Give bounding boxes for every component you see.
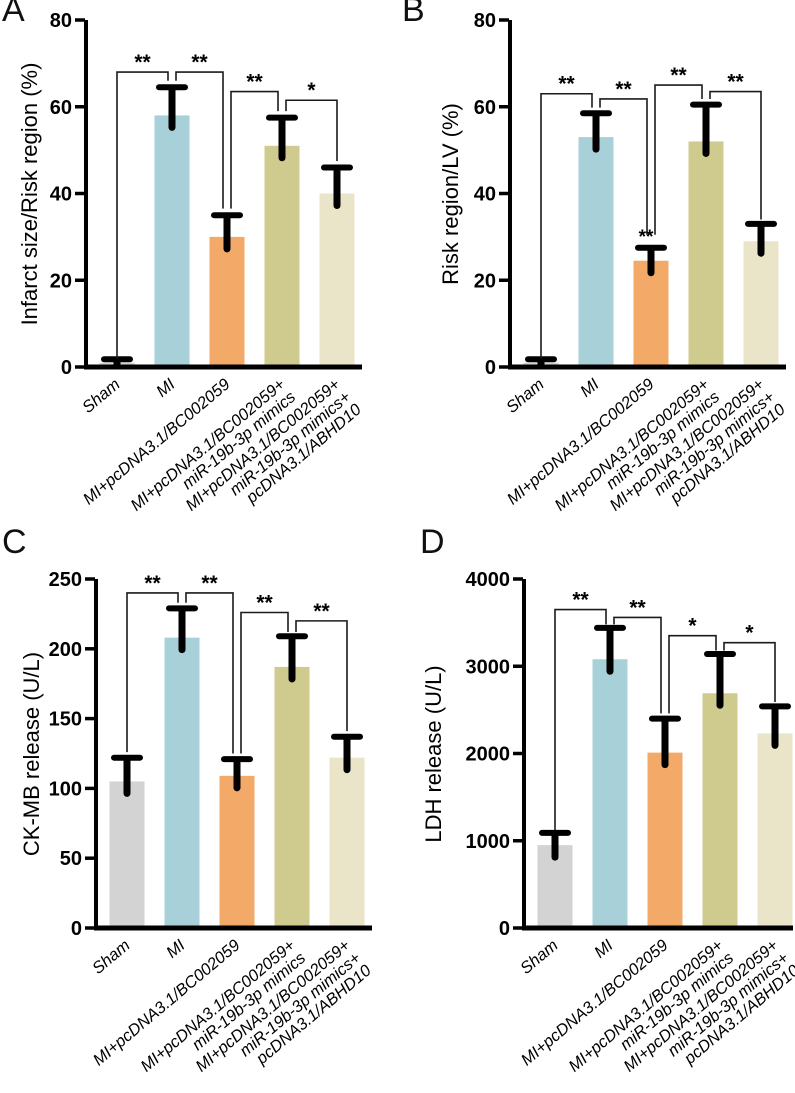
significance-bracket-3 xyxy=(295,620,348,732)
bar-1 xyxy=(154,115,190,367)
significance-bracket-1 xyxy=(599,98,648,235)
x-category-label-0: Sham xyxy=(79,375,124,416)
bar-4 xyxy=(329,757,365,928)
significance-bracket-1 xyxy=(613,616,662,714)
significance-label-0: ** xyxy=(144,572,161,595)
x-category-label-0: Sham xyxy=(503,375,548,416)
bar-2 xyxy=(209,236,245,367)
y-tick-label: 200 xyxy=(49,639,82,661)
bar-4 xyxy=(757,733,793,928)
panel-c-label: C xyxy=(2,523,27,561)
bar-1 xyxy=(592,659,628,928)
significance-bracket-0 xyxy=(540,92,593,359)
significance-label-2: * xyxy=(688,615,697,638)
significance-label-3: ** xyxy=(313,600,330,623)
y-tick-label: 80 xyxy=(50,10,72,32)
x-category-label-0: Sham xyxy=(89,936,134,977)
significance-label-1: ** xyxy=(191,51,208,74)
y-tick-label: 40 xyxy=(50,184,72,206)
panel-a: A Infarct size/Risk region (%) 0 20 40 60 80… xyxy=(0,0,397,532)
y-tick-label: 40 xyxy=(474,184,496,206)
significance-bracket-3 xyxy=(723,641,776,703)
bar-4 xyxy=(743,241,779,367)
x-category-label-1: MI xyxy=(153,375,179,401)
x-category-label-0: Sham xyxy=(517,936,562,977)
panel-a-label: A xyxy=(2,0,25,29)
significance-label-0: ** xyxy=(134,51,151,74)
significance-label-3: * xyxy=(745,622,754,645)
x-category-label-1: MI xyxy=(591,936,617,962)
bar-1 xyxy=(164,637,200,928)
y-tick-label: 20 xyxy=(474,270,496,292)
panel-b-label: B xyxy=(402,0,425,29)
y-tick-label: 4000 xyxy=(466,569,511,591)
significance-label-0: ** xyxy=(572,589,589,612)
y-tick-label: 0 xyxy=(71,918,82,940)
significance-bracket-2 xyxy=(654,84,703,235)
panel-d: D LDH release (U/L) 0 1000 2000 3000 4000 Sha… xyxy=(398,523,795,1093)
significance-bracket-0 xyxy=(126,592,179,753)
significance-label-0: ** xyxy=(558,73,575,96)
significance-bracket-1 xyxy=(185,592,234,754)
panel-b: B Risk region/LV (%) 0 20 40 60 80 Sham MI MI+p… xyxy=(398,0,795,532)
bar-3 xyxy=(702,693,738,928)
y-tick-label: 50 xyxy=(60,848,82,870)
y-tick-label: 0 xyxy=(485,357,496,379)
y-tick-label: 100 xyxy=(49,778,82,800)
significance-bracket-1 xyxy=(175,71,224,209)
y-tick-label: 3000 xyxy=(466,656,511,678)
y-tick-label: 1000 xyxy=(466,831,511,853)
bar-2 xyxy=(647,752,683,928)
bar-1 xyxy=(578,137,614,367)
y-tick-label: 0 xyxy=(61,357,72,379)
bar-2 xyxy=(219,775,255,928)
significance-bracket-2 xyxy=(240,611,289,754)
y-tick-label: 80 xyxy=(474,10,496,32)
bar-3 xyxy=(274,666,310,928)
y-tick-label: 250 xyxy=(49,569,82,591)
significance-bracket-3 xyxy=(709,90,762,220)
y-tick-label: 2000 xyxy=(466,744,511,766)
significance-label-3: ** xyxy=(727,71,744,94)
x-category-label-1: MI xyxy=(577,375,603,401)
bar-4 xyxy=(319,193,355,367)
bar-0 xyxy=(109,781,145,928)
y-tick-label: 60 xyxy=(50,97,72,119)
y-tick-label: 60 xyxy=(474,97,496,119)
significance-bracket-2 xyxy=(230,90,279,209)
significance-label-1: ** xyxy=(615,78,632,101)
y-tick-label: 0 xyxy=(499,918,510,940)
significance-label-3: * xyxy=(307,79,316,102)
significance-label-1: ** xyxy=(201,572,218,595)
y-tick-label: 20 xyxy=(50,270,72,292)
significance-bracket-0 xyxy=(554,608,607,831)
panel-c: C CK-MB release (U/L) 0 50 100 150 200 250 Sha… xyxy=(0,523,397,1093)
significance-bracket-0 xyxy=(116,71,169,359)
significance-label-2: ** xyxy=(256,592,273,615)
bar-2 xyxy=(633,260,669,367)
annotation-0: ** xyxy=(639,227,654,248)
bar-3 xyxy=(264,145,300,367)
bar-3 xyxy=(688,141,724,367)
significance-label-2: ** xyxy=(246,71,263,94)
x-category-label-1: MI xyxy=(163,936,189,962)
panel-d-label: D xyxy=(420,523,445,561)
significance-label-1: ** xyxy=(629,596,646,619)
significance-label-2: ** xyxy=(670,64,687,87)
significance-bracket-2 xyxy=(668,634,717,714)
significance-bracket-3 xyxy=(285,99,338,161)
y-tick-label: 150 xyxy=(49,709,82,731)
